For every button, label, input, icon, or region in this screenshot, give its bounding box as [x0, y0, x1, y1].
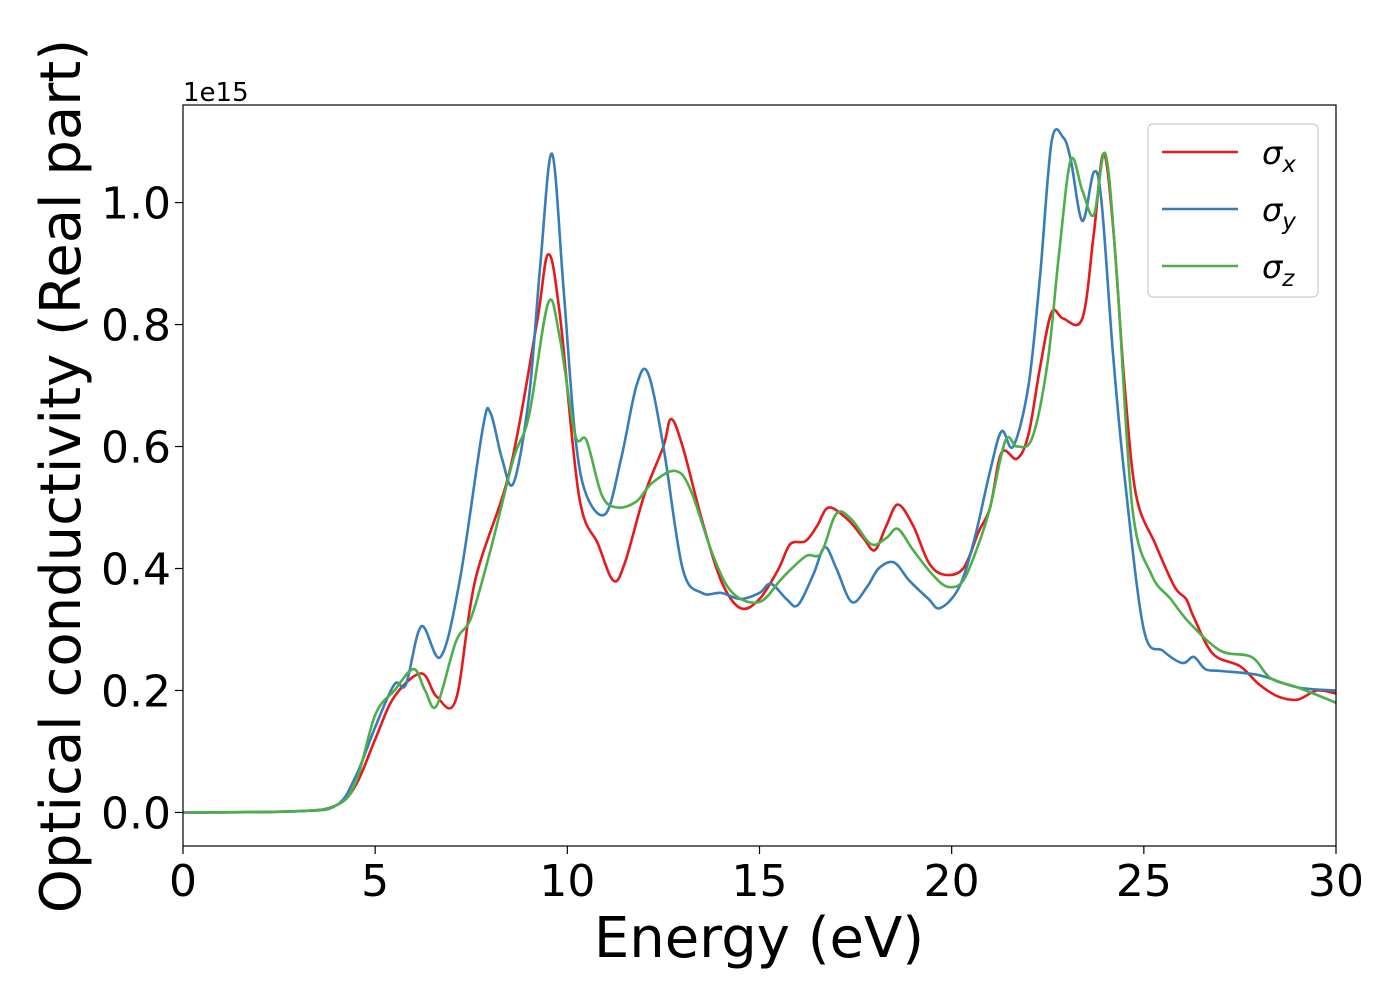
y-axis-ticks: 0.0 0.2 0.4 0.6 0.8 1.0: [101, 179, 183, 839]
legend-label-x: σx: [1262, 134, 1296, 178]
y-tick-label: 0.6: [101, 423, 171, 474]
series-line-z: [183, 151, 1336, 814]
y-axis-offset-label: 1e15: [183, 78, 249, 108]
x-axis-ticks: 0 5 10 15 20 25 30: [169, 846, 1364, 907]
y-tick-label: 0.4: [101, 545, 171, 596]
y-tick-label: 1.0: [101, 179, 171, 230]
series-line-x: [183, 152, 1336, 814]
y-axis-label: Optical conductivity (Real part): [29, 39, 94, 913]
legend-label-z: σz: [1262, 248, 1295, 292]
x-tick-label: 20: [924, 856, 980, 907]
x-tick-label: 25: [1116, 856, 1172, 907]
legend: σx σy σz: [1147, 123, 1319, 298]
y-tick-label: 0.8: [101, 301, 171, 352]
x-tick-label: 0: [169, 856, 197, 907]
x-tick-label: 5: [361, 856, 389, 907]
y-tick-label: 0.2: [101, 666, 171, 717]
x-tick-label: 30: [1308, 856, 1364, 907]
x-axis-label: Energy (eV): [594, 906, 924, 971]
legend-box: [1147, 123, 1319, 298]
series-line-y: [183, 127, 1336, 814]
legend-label-y: σy: [1262, 191, 1296, 235]
x-tick-label: 10: [539, 856, 595, 907]
x-tick-label: 15: [732, 856, 788, 907]
y-tick-label: 0.0: [101, 788, 171, 839]
